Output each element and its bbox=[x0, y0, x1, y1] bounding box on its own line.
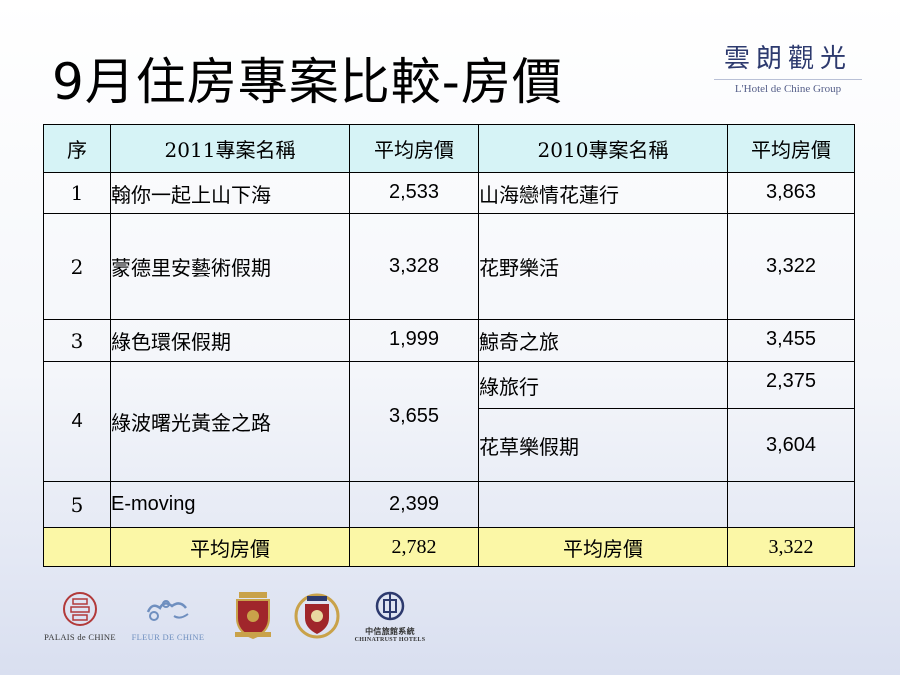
row-name-2011: 綠波曙光黃金之路 bbox=[110, 361, 350, 482]
row-name-2010 bbox=[478, 481, 728, 528]
palais-de-chine-seal-icon bbox=[63, 592, 97, 626]
header-name-2010: 2010專案名稱 bbox=[478, 124, 728, 173]
table-row: 3 綠色環保假期 1,999 鯨奇之旅 3,455 bbox=[43, 319, 855, 362]
crest-emblem-logo bbox=[292, 590, 342, 648]
row-price-2011: 2,533 bbox=[349, 172, 479, 214]
row-no: 3 bbox=[43, 319, 111, 362]
row-price-2010: 3,322 bbox=[727, 213, 855, 320]
table-header-row: 序 2011專案名稱 平均房價 2010專案名稱 平均房價 bbox=[43, 124, 855, 173]
brand-name-cn: 雲朗觀光 bbox=[723, 44, 852, 74]
fleur-de-chine-cloud-icon bbox=[146, 600, 189, 621]
total-price-2010: 3,322 bbox=[727, 527, 855, 567]
fleur-de-chine-logo: FLEUR DE CHINE bbox=[128, 590, 208, 642]
table-row: 5 E-moving 2,399 bbox=[43, 481, 855, 528]
chinatrust-hotels-icon bbox=[375, 591, 405, 621]
row-name-2010: 花野樂活 bbox=[478, 213, 728, 320]
row-no: 4 bbox=[43, 361, 111, 482]
header-name-2011: 2011專案名稱 bbox=[110, 124, 350, 173]
row-price-2010: 3,863 bbox=[727, 172, 855, 214]
hotel-logos: PALAIS de CHINE FLEUR DE CHINE bbox=[40, 590, 440, 650]
crest-emblem-icon bbox=[294, 593, 340, 639]
crest-shield-icon bbox=[235, 592, 271, 640]
total-empty-cell bbox=[43, 527, 111, 567]
header-price-2010: 平均房價 bbox=[727, 124, 855, 173]
header-no: 序 bbox=[43, 124, 111, 173]
fleur-de-chine-caption: FLEUR DE CHINE bbox=[131, 632, 205, 642]
table-row: 花草樂假期 3,604 bbox=[44, 408, 855, 482]
row-name-2010: 山海戀情花蓮行 bbox=[478, 172, 728, 214]
row-price-2011: 3,655 bbox=[349, 361, 479, 482]
palais-de-chine-logo: PALAIS de CHINE bbox=[40, 590, 120, 642]
row-name-2010: 綠旅行 bbox=[478, 361, 728, 409]
brand-divider bbox=[714, 79, 862, 80]
page-title: 9月住房專案比較-房價 bbox=[52, 53, 563, 111]
row-name-2011: 翰你一起上山下海 bbox=[110, 172, 350, 214]
row-name-2011: 蒙德里安藝術假期 bbox=[110, 213, 350, 320]
row-name-2011: E-moving bbox=[110, 481, 350, 528]
row-price-2011: 3,328 bbox=[349, 213, 479, 320]
table-row: 1 翰你一起上山下海 2,533 山海戀情花蓮行 3,863 bbox=[43, 172, 855, 214]
brand-name-en: L'Hotel de Chine Group bbox=[734, 83, 842, 95]
row-price-2011: 2,399 bbox=[349, 481, 479, 528]
row-price-2010: 3,604 bbox=[727, 408, 855, 482]
row-name-2010: 鯨奇之旅 bbox=[478, 319, 728, 362]
table-row: 2 蒙德里安藝術假期 3,328 花野樂活 3,322 bbox=[43, 213, 855, 320]
row-no: 1 bbox=[43, 172, 111, 214]
chinatrust-caption-cn: 中信旅館系統 bbox=[365, 627, 415, 636]
row-name-2011: 綠色環保假期 bbox=[110, 319, 350, 362]
row-price-2010: 2,375 bbox=[727, 361, 855, 409]
table-row: 4 綠波曙光黃金之路 3,655 綠旅行 2,375 bbox=[43, 361, 855, 482]
table-total-row: 平均房價 2,782 平均房價 3,322 bbox=[43, 527, 855, 567]
crest-shield-logo bbox=[230, 590, 276, 646]
chinatrust-caption-en: CHINATRUST HOTELS bbox=[354, 637, 426, 643]
chinatrust-hotels-logo: 中信旅館系統 CHINATRUST HOTELS bbox=[352, 590, 428, 643]
row-name-2010: 花草樂假期 bbox=[478, 408, 728, 482]
price-comparison-table: 序 2011專案名稱 平均房價 2010專案名稱 平均房價 1 翰你一起上山下海… bbox=[43, 124, 855, 567]
header-price-2011: 平均房價 bbox=[349, 124, 479, 173]
total-label-2010: 平均房價 bbox=[478, 527, 728, 567]
row-no: 2 bbox=[43, 213, 111, 320]
total-label-2011: 平均房價 bbox=[110, 527, 350, 567]
row-no: 5 bbox=[43, 481, 111, 528]
row-price-2010 bbox=[727, 481, 855, 528]
brand-logo: 雲朗觀光 L'Hotel de Chine Group bbox=[708, 38, 868, 95]
row-price-2011: 1,999 bbox=[349, 319, 479, 362]
total-price-2011: 2,782 bbox=[349, 527, 479, 567]
palais-de-chine-caption: PALAIS de CHINE bbox=[44, 632, 116, 642]
row-price-2010: 3,455 bbox=[727, 319, 855, 362]
